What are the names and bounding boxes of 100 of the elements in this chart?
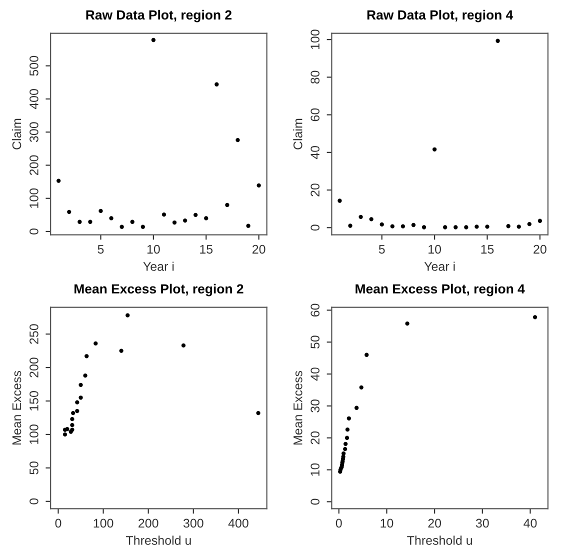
chart-title: Raw Data Plot, region 2 [86,10,232,22]
point [236,138,240,142]
point [527,222,532,226]
point [182,218,188,223]
point [246,224,250,228]
point [84,354,89,358]
point [359,385,364,390]
point [194,212,198,217]
x-tick-label: 5 [98,244,104,254]
point [75,408,80,414]
chart-title: Mean Excess Plot, region 2 [74,284,244,296]
x-tick-label: 10 [147,244,160,254]
y-tick-label: 150 [30,391,38,410]
point [120,224,124,229]
point [485,224,490,229]
y-tick-label: 50 [30,461,38,474]
x-tick-label: 200 [138,518,158,528]
point [214,82,219,86]
point [225,202,230,208]
point [109,216,114,220]
point [71,410,76,416]
x-axis-title: Threshold u [407,536,472,545]
point [464,225,468,230]
y-tick-label: 200 [30,155,38,176]
point [98,208,103,214]
point [343,446,348,452]
x-tick-label: 20 [428,518,442,528]
y-tick-label: 60 [310,304,320,316]
y-tick-label: 0 [30,228,38,234]
x-tick-label: 100 [94,518,114,528]
point [380,222,384,227]
y-axis-title: Mean Excess [294,370,302,445]
y-tick-label: 100 [30,424,38,444]
chart-title: Mean Excess Plot, region 4 [356,284,525,296]
y-tick-label: 80 [310,70,320,84]
x-tick-label: 5 [378,244,385,254]
point [506,224,510,228]
x-tick-label: 10 [428,244,442,254]
point [88,220,92,224]
x-axis-title: Year i [424,262,455,271]
point [454,225,458,230]
y-tick-label: 60 [310,108,320,122]
y-tick-label: 40 [310,146,320,160]
point [346,416,352,420]
y-axis-title: Claim [12,118,22,150]
x-tick-label: 400 [228,518,248,528]
chart-title: Raw Data Plot, region 4 [367,10,514,22]
y-tick-label: 40 [310,368,320,381]
point [341,451,346,456]
point [256,410,260,416]
y-tick-label: 400 [30,89,38,110]
point [162,212,166,217]
y-tick-label: 0 [30,498,38,504]
point [83,373,88,378]
x-axis-title: Threshold u [126,536,191,545]
y-tick-label: 200 [30,358,38,378]
point [411,222,416,228]
point [75,400,80,404]
y-axis-title: Claim [293,118,302,150]
x-tick-label: 20 [252,244,266,254]
point [256,183,261,188]
y-tick-label: 300 [30,122,38,142]
x-tick-label: 0 [336,518,342,528]
point [474,224,479,229]
point [181,343,186,348]
point [538,218,542,223]
x-tick-label: 40 [524,518,537,528]
point [204,216,208,220]
point [78,396,83,400]
point [364,352,369,357]
point [405,322,410,326]
point [354,406,359,410]
point [65,427,70,432]
point [516,224,521,229]
y-tick-label: 20 [310,431,320,444]
y-tick-label: 500 [30,56,38,76]
y-tick-label: 250 [30,324,38,344]
y-tick-label: 10 [310,463,320,476]
point [338,198,342,203]
point [70,416,74,422]
point [119,348,124,353]
point [432,147,437,152]
y-tick-label: 30 [310,399,320,412]
point [344,436,350,440]
y-axis-title: Mean Excess [12,370,22,445]
point [369,217,374,222]
x-tick-label: 30 [476,518,489,528]
y-tick-label: 100 [30,188,38,208]
x-axis-title: Year i [143,262,174,271]
point [343,442,348,446]
point [172,220,177,225]
y-tick-label: 0 [310,224,320,231]
point [151,38,156,42]
point [496,38,500,43]
point [140,224,145,229]
point [56,178,61,183]
y-tick-label: 100 [310,30,320,50]
x-tick-label: 300 [183,518,204,528]
point [345,427,350,432]
y-tick-label: 20 [310,184,320,196]
